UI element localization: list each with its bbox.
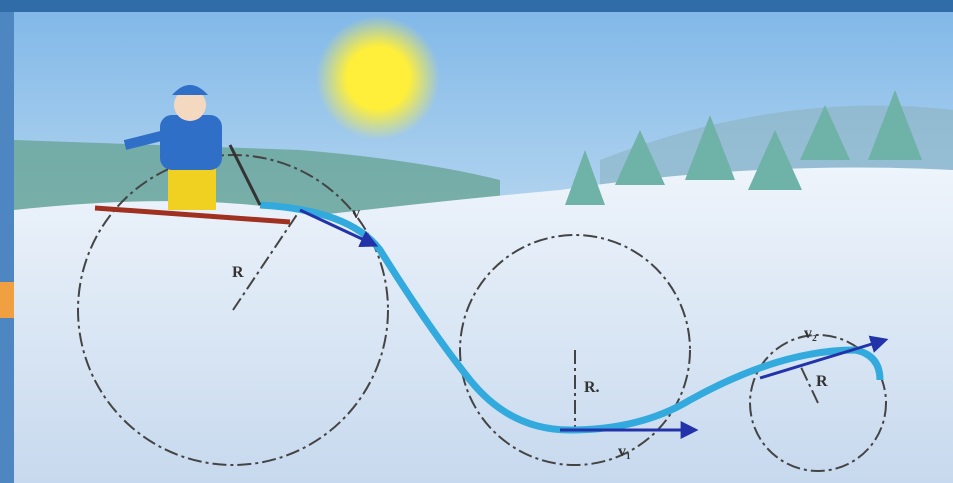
forest xyxy=(14,140,500,220)
radius-label: R. xyxy=(584,379,600,396)
top-bar xyxy=(0,0,953,12)
velocity-label: v₁ xyxy=(618,443,631,460)
radius-label: R xyxy=(816,373,828,390)
side-bar xyxy=(0,12,14,483)
curvature-circle xyxy=(749,334,887,472)
skier xyxy=(94,85,291,225)
velocity-arrow xyxy=(759,335,889,380)
curvature-circle xyxy=(77,154,389,466)
curvature-circle xyxy=(459,234,691,466)
velocity-arrow xyxy=(299,208,379,248)
snow xyxy=(14,167,953,483)
radius xyxy=(232,209,301,311)
radius-label: R xyxy=(232,264,244,281)
velocity-label: v xyxy=(352,205,360,222)
sun xyxy=(316,16,440,140)
trees xyxy=(565,90,922,205)
radius xyxy=(799,364,819,404)
side-accent xyxy=(0,282,14,318)
velocity-label: v₂ xyxy=(804,325,817,342)
